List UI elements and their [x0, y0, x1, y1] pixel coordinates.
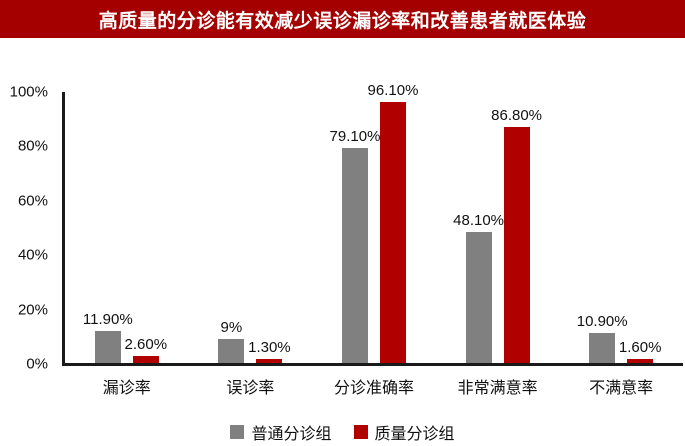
bar-value-label: 79.10% — [329, 127, 381, 145]
y-tick-label: 20% — [17, 301, 48, 319]
bar: 79.10% — [330, 128, 380, 363]
y-tick-label: 80% — [17, 137, 48, 155]
bar-value-label: 1.30% — [248, 339, 291, 357]
bar-value-label: 9% — [220, 318, 243, 336]
bar: 96.10% — [368, 82, 418, 363]
y-axis-line — [62, 92, 65, 366]
bar: 1.30% — [248, 339, 291, 363]
legend-label: 质量分诊组 — [374, 426, 455, 443]
bar-value-label: 2.60% — [124, 335, 168, 353]
y-axis-tick-labels: 100% 80% 60% 40% 20% 0% — [0, 84, 54, 373]
x-category-label: 误诊率 — [226, 380, 275, 397]
bar-group: 9% 1.30% — [189, 91, 313, 363]
title-bar: 高质量的分诊能有效减少误诊漏诊率和改善患者就医体验 — [0, 0, 685, 38]
y-tick-label: 40% — [17, 246, 48, 264]
bar-value-label: 86.80% — [491, 106, 543, 124]
bar-value-label: 10.90% — [576, 313, 628, 331]
bar: 1.60% — [619, 339, 661, 363]
bar-value-label: 96.10% — [367, 81, 419, 99]
bar-group: 11.90% 2.60% — [65, 91, 189, 363]
bar: 10.90% — [577, 313, 628, 363]
x-axis-line — [62, 363, 683, 366]
legend-item: 普通分诊组 — [230, 420, 332, 444]
y-tick-label: 0% — [26, 355, 48, 373]
bar: 2.60% — [125, 336, 167, 363]
page-title: 高质量的分诊能有效减少误诊漏诊率和改善患者就医体验 — [98, 10, 587, 32]
bar: 11.90% — [83, 311, 133, 363]
y-tick-label: 100% — [9, 83, 48, 101]
plot-area: 11.90% 2.60% 9% 1.30% 79.10% 96.10% 48.10% 86.8… — [65, 82, 683, 363]
legend-swatch-icon — [353, 425, 368, 439]
bar: 86.80% — [491, 107, 542, 363]
x-category-label: 漏诊率 — [102, 380, 151, 397]
legend: 普通分诊组 质量分诊组 — [0, 420, 685, 444]
bar-group: 79.10% 96.10% — [312, 82, 436, 363]
bar-group: 10.90% 1.60% — [559, 91, 683, 363]
bar-group: 48.10% 86.80% — [436, 91, 560, 363]
legend-label: 普通分诊组 — [251, 426, 332, 443]
bar-value-label: 1.60% — [618, 338, 662, 356]
x-category-label: 不满意率 — [589, 380, 654, 397]
bar-value-label: 11.90% — [82, 310, 133, 328]
x-axis-labels: 漏诊率 误诊率 分诊准确率 非常满意率 不满意率 — [65, 374, 683, 398]
bar-value-label: 48.10% — [453, 212, 505, 230]
y-tick-label: 60% — [17, 192, 48, 210]
x-category-label: 分诊准确率 — [333, 380, 414, 397]
bar: 9% — [218, 319, 245, 363]
legend-swatch-icon — [230, 425, 245, 439]
x-category-label: 非常满意率 — [457, 380, 538, 397]
bar: 48.10% — [453, 212, 504, 363]
legend-item: 质量分诊组 — [353, 420, 455, 444]
